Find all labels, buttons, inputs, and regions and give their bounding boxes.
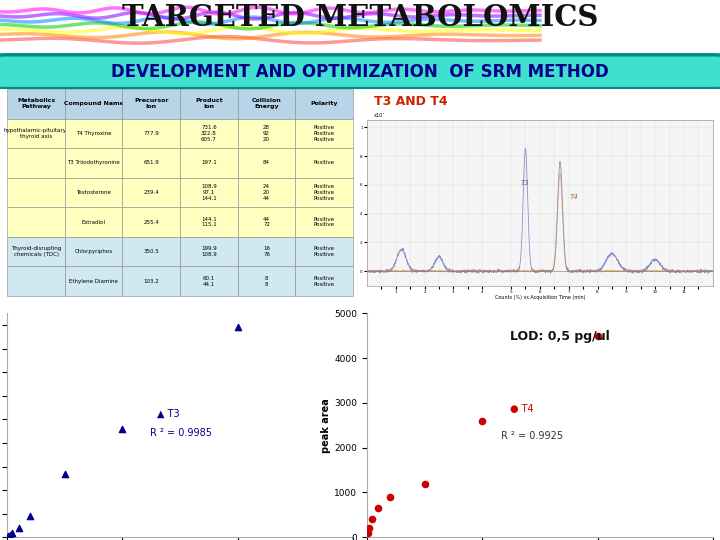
- Point: [4, 531, 15, 539]
- Point: [13, 524, 24, 532]
- Text: R ² = 0.9925: R ² = 0.9925: [500, 431, 563, 441]
- Text: ▲ T3: ▲ T3: [157, 409, 180, 419]
- Point: [117, 424, 128, 433]
- Point: [59, 469, 71, 478]
- Text: TARGETED METABOLOMICS: TARGETED METABOLOMICS: [122, 3, 598, 32]
- Point: [384, 492, 396, 501]
- FancyBboxPatch shape: [0, 55, 720, 89]
- Text: DEVELOPMENT AND OPTIMIZATION  OF SRM METHOD: DEVELOPMENT AND OPTIMIZATION OF SRM METH…: [111, 63, 609, 80]
- Point: [6, 528, 17, 537]
- Point: [366, 515, 377, 524]
- Text: ● T4: ● T4: [510, 404, 534, 414]
- Point: [477, 416, 488, 425]
- Text: R ² = 0.9985: R ² = 0.9985: [150, 428, 212, 438]
- Point: [3, 532, 14, 540]
- Point: [24, 512, 36, 521]
- Point: [232, 323, 243, 332]
- Point: [419, 479, 431, 488]
- Point: [364, 524, 375, 532]
- Text: LOD: 0,5 pg/ul: LOD: 0,5 pg/ul: [510, 330, 610, 343]
- Y-axis label: peak area: peak area: [321, 398, 331, 453]
- Point: [362, 529, 374, 537]
- Text: T3 AND T4: T3 AND T4: [374, 95, 447, 109]
- Point: [373, 504, 384, 512]
- Point: [592, 331, 603, 340]
